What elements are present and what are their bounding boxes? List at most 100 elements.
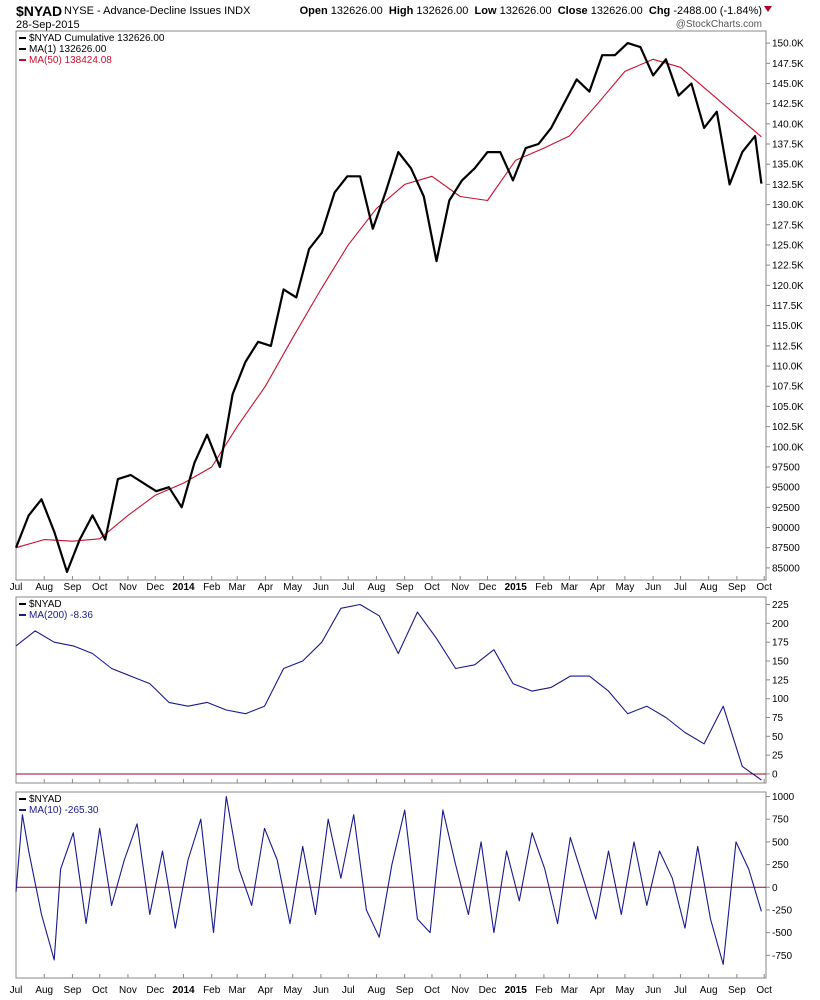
- high-label: High: [388, 5, 414, 17]
- x-tick-label-main: May: [615, 582, 634, 593]
- series-line-main--nyad-cumulative: [14, 41, 763, 574]
- y-tick-label-main: 95000: [772, 483, 800, 494]
- y-tick-label-ma10: -500: [772, 928, 792, 939]
- y-tick-label-ma10: 0: [772, 883, 778, 894]
- y-tick-label-ma10: 500: [772, 837, 789, 848]
- x-tick-label-ma10: Feb: [203, 985, 221, 996]
- x-tick-label-main: Apr: [258, 582, 274, 593]
- close-label: Close: [557, 5, 588, 17]
- x-tick-label-main: Nov: [119, 582, 137, 593]
- y-tick-label-ma200: 100: [772, 694, 789, 705]
- x-tick-label-ma10: May: [615, 985, 634, 996]
- x-tick-label-main: Apr: [590, 582, 606, 593]
- x-tick-label-main: Jul: [674, 582, 687, 593]
- panel-frame-main: [15, 30, 767, 581]
- symbol-name: NYSE - Advance-Decline Issues INDX: [64, 5, 251, 17]
- y-tick-label-main: 135.0K: [772, 160, 804, 171]
- panel-frame-ma10: [15, 791, 767, 979]
- legend-entry-main: $NYAD Cumulative 132626.00: [29, 33, 165, 44]
- open-value: 132626.00: [330, 5, 383, 17]
- x-tick-label-main: Sep: [396, 582, 414, 593]
- x-tick-label-ma10: Oct: [424, 985, 440, 996]
- x-tick-label-main: Jun: [313, 582, 329, 593]
- y-tick-label-main: 142.5K: [772, 99, 804, 110]
- legend-entry-ma200: MA(200) -8.36: [29, 610, 93, 621]
- x-tick-label-ma10: Jun: [313, 985, 329, 996]
- y-tick-label-main: 145.0K: [772, 79, 804, 90]
- y-tick-label-main: 102.5K: [772, 422, 804, 433]
- y-tick-label-ma200: 150: [772, 657, 789, 668]
- x-tick-label-main: Mar: [561, 582, 579, 593]
- x-tick-label-ma10: Aug: [368, 985, 386, 996]
- y-tick-label-ma10: 250: [772, 860, 789, 871]
- y-tick-label-main: 125.0K: [772, 240, 804, 251]
- x-tick-label-main: Jul: [10, 582, 23, 593]
- x-tick-label-ma10: Nov: [119, 985, 137, 996]
- x-tick-label-main: 2014: [172, 582, 195, 593]
- y-tick-label-main: 110.0K: [772, 362, 803, 373]
- y-tick-label-main: 140.0K: [772, 119, 804, 130]
- y-tick-label-main: 147.5K: [772, 59, 804, 70]
- y-tick-label-main: 122.5K: [772, 261, 804, 272]
- y-tick-label-main: 137.5K: [772, 140, 804, 151]
- x-tick-label-ma10: Dec: [479, 985, 497, 996]
- symbol-title: $NYAD: [16, 3, 63, 19]
- y-tick-label-ma200: 0: [772, 769, 778, 780]
- y-tick-label-main: 150.0K: [772, 39, 804, 50]
- y-tick-label-ma200: 50: [772, 732, 784, 743]
- y-tick-label-main: 115.0K: [772, 321, 803, 332]
- y-tick-label-ma200: 175: [772, 638, 789, 649]
- x-tick-label-main: Mar: [229, 582, 247, 593]
- y-tick-label-main: 87500: [772, 543, 800, 554]
- series-line-ma10-ma-10-: [15, 795, 762, 965]
- x-tick-label-ma10: Apr: [258, 985, 274, 996]
- x-tick-label-main: Jul: [342, 582, 355, 593]
- x-tick-label-ma10: Sep: [64, 985, 82, 996]
- x-tick-label-ma10: Jun: [645, 985, 661, 996]
- y-tick-label-main: 127.5K: [772, 220, 804, 231]
- y-tick-label-ma200: 200: [772, 619, 789, 630]
- y-tick-label-ma200: 25: [772, 751, 784, 762]
- x-tick-label-main: Aug: [35, 582, 53, 593]
- x-tick-label-ma10: 2015: [505, 985, 528, 996]
- x-tick-label-main: Nov: [451, 582, 469, 593]
- y-tick-label-main: 130.0K: [772, 200, 804, 211]
- x-tick-label-ma10: Oct: [92, 985, 108, 996]
- y-tick-label-main: 120.0K: [772, 281, 804, 292]
- series-line-main-ma-50-: [15, 58, 762, 549]
- panel-frame-ma200: [15, 596, 767, 784]
- x-tick-label-ma10: Feb: [535, 985, 553, 996]
- x-tick-label-main: Feb: [535, 582, 553, 593]
- x-tick-label-ma10: Sep: [728, 985, 746, 996]
- x-tick-label-main: Aug: [368, 582, 386, 593]
- legend-entry-ma200: $NYAD: [29, 599, 62, 610]
- y-tick-label-main: 90000: [772, 523, 800, 534]
- x-tick-label-main: Dec: [146, 582, 164, 593]
- x-tick-label-main: Oct: [756, 582, 772, 593]
- y-tick-label-ma10: -750: [772, 951, 792, 962]
- legend-entry-ma10: $NYAD: [29, 794, 62, 805]
- x-tick-label-main: Dec: [479, 582, 497, 593]
- x-tick-label-main: Oct: [92, 582, 108, 593]
- y-tick-label-main: 100.0K: [772, 442, 804, 453]
- brand-watermark: @StockCharts.com: [675, 19, 762, 30]
- x-tick-label-main: Oct: [424, 582, 440, 593]
- legend-entry-main: MA(50) 138424.08: [29, 55, 112, 66]
- x-tick-label-ma10: Aug: [35, 985, 53, 996]
- x-tick-label-main: Jun: [645, 582, 661, 593]
- chart-header: $NYAD NYSE - Advance-Decline Issues INDX…: [0, 0, 820, 31]
- ohlc-summary: Open 132626.00 High 132626.00 Low 132626…: [300, 5, 762, 17]
- high-value: 132626.00: [416, 5, 469, 17]
- y-tick-label-main: 97500: [772, 462, 800, 473]
- close-value: 132626.00: [590, 5, 643, 17]
- y-tick-label-ma10: 750: [772, 815, 789, 826]
- y-tick-label-main: 112.5K: [772, 341, 803, 352]
- y-tick-label-ma200: 225: [772, 600, 789, 611]
- y-tick-label-main: 92500: [772, 503, 800, 514]
- y-tick-label-ma200: 125: [772, 675, 789, 686]
- y-tick-label-main: 107.5K: [772, 382, 804, 393]
- x-tick-label-ma10: May: [283, 985, 302, 996]
- legend-entry-ma10: MA(10) -265.30: [29, 805, 99, 816]
- x-tick-label-main: May: [283, 582, 302, 593]
- x-tick-label-main: Aug: [700, 582, 718, 593]
